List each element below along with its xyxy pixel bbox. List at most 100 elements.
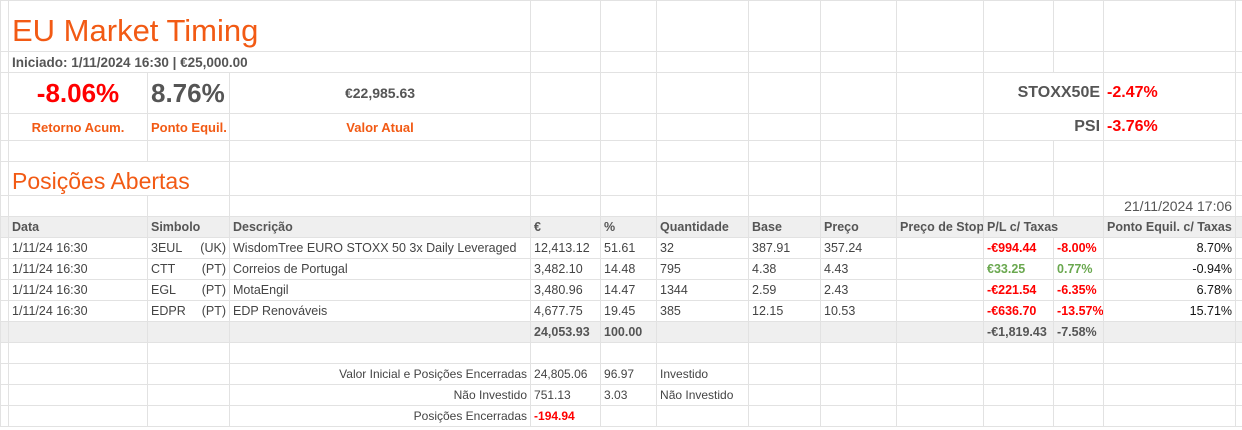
symbol-cell: EGL (PT): [147, 279, 230, 301]
stop-cell: [896, 237, 985, 259]
table-header: Data Simbolo Descrição € % Quantidade Ba…: [0, 216, 1242, 238]
column-header[interactable]: Simbolo: [147, 216, 230, 238]
table-row[interactable]: 1/11/24 16:30 EDPR (PT) EDP Renováveis 4,…: [0, 300, 1242, 322]
start-info: Iniciado: 1/11/2024 16:30 | €25,000.00: [7, 51, 532, 73]
return-value: -8.06%: [8, 72, 148, 114]
footer-value: -194.94: [530, 405, 602, 427]
symbol: EDPR: [151, 304, 186, 318]
footer-row: Posições Encerradas -194.94: [0, 405, 1242, 427]
index-value: -2.47%: [1103, 72, 1237, 114]
pl-pct-cell: -13.57%: [1053, 300, 1105, 322]
table-row[interactable]: 1/11/24 16:30 3EUL (UK) WisdomTree EURO S…: [0, 237, 1242, 259]
description-cell: MotaEngil: [228, 279, 532, 301]
market: (PT): [201, 304, 226, 318]
date-cell: 1/11/24 16:30: [8, 300, 148, 322]
pl-pct-cell: -8.00%: [1053, 237, 1105, 259]
total-pct: 100.00: [600, 321, 658, 343]
column-header[interactable]: %: [600, 216, 658, 238]
pct-cell: 51.61: [600, 237, 658, 259]
footer-row: Não Investido 751.13 3.03 Não Investido: [0, 384, 1242, 406]
pl-cell: €33.25: [983, 258, 1055, 280]
totals-row: 24,053.93 100.00 -€1,819.43 -7.58%: [0, 321, 1242, 343]
total-pl: -€1,819.43: [983, 321, 1055, 343]
description-cell: WisdomTree EURO STOXX 50 3x Daily Levera…: [228, 237, 532, 259]
column-header[interactable]: Ponto Equil. c/ Taxas: [1103, 216, 1237, 238]
quantity-cell: 795: [656, 258, 750, 280]
breakeven-cell: 6.78%: [1103, 279, 1237, 301]
symbol: EGL: [151, 283, 177, 297]
footer-note: Investido: [656, 363, 750, 385]
description-cell: EDP Renováveis: [228, 300, 532, 322]
timestamp: 21/11/2024 17:06: [1103, 195, 1237, 217]
footer-value: 24,805.06: [530, 363, 602, 385]
symbol-cell: EDPR (PT): [147, 300, 230, 322]
current-label: Valor Atual: [228, 113, 532, 141]
pct-cell: 19.45: [600, 300, 658, 322]
column-header[interactable]: €: [530, 216, 602, 238]
pl-cell: -€221.54: [983, 279, 1055, 301]
base-cell: 2.59: [748, 279, 822, 301]
footer-note: Não Investido: [656, 384, 750, 406]
stop-cell: [896, 279, 985, 301]
market: (PT): [201, 283, 226, 297]
page-title: EU Market Timing: [7, 0, 532, 52]
table-row[interactable]: 1/11/24 16:30 CTT (PT) Correios de Portug…: [0, 258, 1242, 280]
pl-cell: -€994.44: [983, 237, 1055, 259]
index-name: PSI: [983, 113, 1105, 141]
column-header[interactable]: Descrição: [228, 216, 532, 238]
footer-pct: 96.97: [600, 363, 658, 385]
symbol: 3EUL: [151, 241, 183, 255]
date-cell: 1/11/24 16:30: [8, 279, 148, 301]
pct-cell: 14.47: [600, 279, 658, 301]
breakeven-cell: 15.71%: [1103, 300, 1237, 322]
date-cell: 1/11/24 16:30: [8, 237, 148, 259]
pl-pct-cell: 0.77%: [1053, 258, 1105, 280]
price-cell: 4.43: [820, 258, 898, 280]
eur-cell: 12,413.12: [530, 237, 602, 259]
eur-cell: 3,482.10: [530, 258, 602, 280]
index-value: -3.76%: [1103, 113, 1237, 141]
base-cell: 387.91: [748, 237, 822, 259]
symbol: CTT: [151, 262, 176, 276]
quantity-cell: 1344: [656, 279, 750, 301]
market: (UK): [200, 241, 226, 255]
footer-pct: 3.03: [600, 384, 658, 406]
section-title: Posições Abertas: [8, 161, 230, 196]
footer-row: Valor Inicial e Posições Encerradas 24,8…: [0, 363, 1242, 385]
total-eur: 24,053.93: [530, 321, 602, 343]
base-cell: 12.15: [748, 300, 822, 322]
price-cell: 2.43: [820, 279, 898, 301]
quantity-cell: 32: [656, 237, 750, 259]
breakeven-label: Ponto Equil.: [147, 113, 230, 141]
eur-cell: 4,677.75: [530, 300, 602, 322]
footer-value: 751.13: [530, 384, 602, 406]
stop-cell: [896, 258, 985, 280]
column-header[interactable]: Preço: [820, 216, 898, 238]
pl-pct-cell: -6.35%: [1053, 279, 1105, 301]
quantity-cell: 385: [656, 300, 750, 322]
index-name: STOXX50E: [983, 72, 1105, 114]
footer-note: [656, 405, 750, 427]
column-header[interactable]: Quantidade: [656, 216, 750, 238]
total-pl-pct: -7.58%: [1053, 321, 1105, 343]
column-header[interactable]: P/L c/ Taxas: [983, 216, 1105, 238]
price-cell: 10.53: [820, 300, 898, 322]
footer-label: Valor Inicial e Posições Encerradas: [228, 363, 532, 385]
breakeven-value: 8.76%: [147, 72, 230, 114]
symbol-cell: CTT (PT): [147, 258, 230, 280]
eur-cell: 3,480.96: [530, 279, 602, 301]
breakeven-cell: -0.94%: [1103, 258, 1237, 280]
current-value: €22,985.63: [228, 72, 532, 114]
date-cell: 1/11/24 16:30: [8, 258, 148, 280]
breakeven-cell: 8.70%: [1103, 237, 1237, 259]
pct-cell: 14.48: [600, 258, 658, 280]
column-header[interactable]: Base: [748, 216, 822, 238]
base-cell: 4.38: [748, 258, 822, 280]
pl-cell: -€636.70: [983, 300, 1055, 322]
return-label: Retorno Acum.: [8, 113, 148, 141]
column-header[interactable]: Data: [8, 216, 148, 238]
table-row[interactable]: 1/11/24 16:30 EGL (PT) MotaEngil 3,480.96…: [0, 279, 1242, 301]
column-header[interactable]: Preço de Stop: [896, 216, 985, 238]
footer-label: Posições Encerradas: [228, 405, 532, 427]
